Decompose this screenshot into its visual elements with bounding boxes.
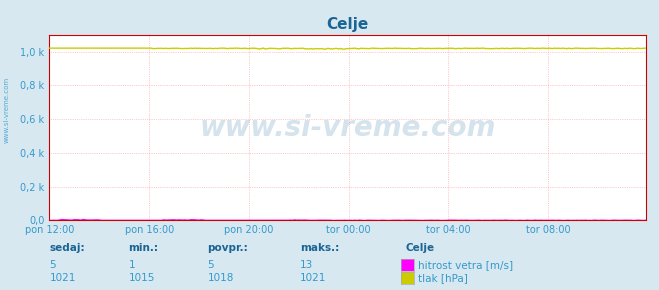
Text: 1021: 1021 — [300, 273, 326, 283]
Text: www.si-vreme.com: www.si-vreme.com — [3, 77, 9, 143]
Text: povpr.:: povpr.: — [208, 243, 248, 253]
Text: tlak [hPa]: tlak [hPa] — [418, 273, 469, 283]
Text: 1018: 1018 — [208, 273, 234, 283]
Text: www.si-vreme.com: www.si-vreme.com — [200, 114, 496, 142]
Text: hitrost vetra [m/s]: hitrost vetra [m/s] — [418, 260, 513, 270]
Text: 13: 13 — [300, 260, 313, 270]
Text: Celje: Celje — [405, 243, 434, 253]
Text: 5: 5 — [49, 260, 56, 270]
Text: 5: 5 — [208, 260, 214, 270]
Text: min.:: min.: — [129, 243, 159, 253]
Text: maks.:: maks.: — [300, 243, 339, 253]
Text: 1015: 1015 — [129, 273, 155, 283]
Text: sedaj:: sedaj: — [49, 243, 85, 253]
Title: Celje: Celje — [326, 17, 369, 32]
Text: 1: 1 — [129, 260, 135, 270]
Text: 1021: 1021 — [49, 273, 76, 283]
